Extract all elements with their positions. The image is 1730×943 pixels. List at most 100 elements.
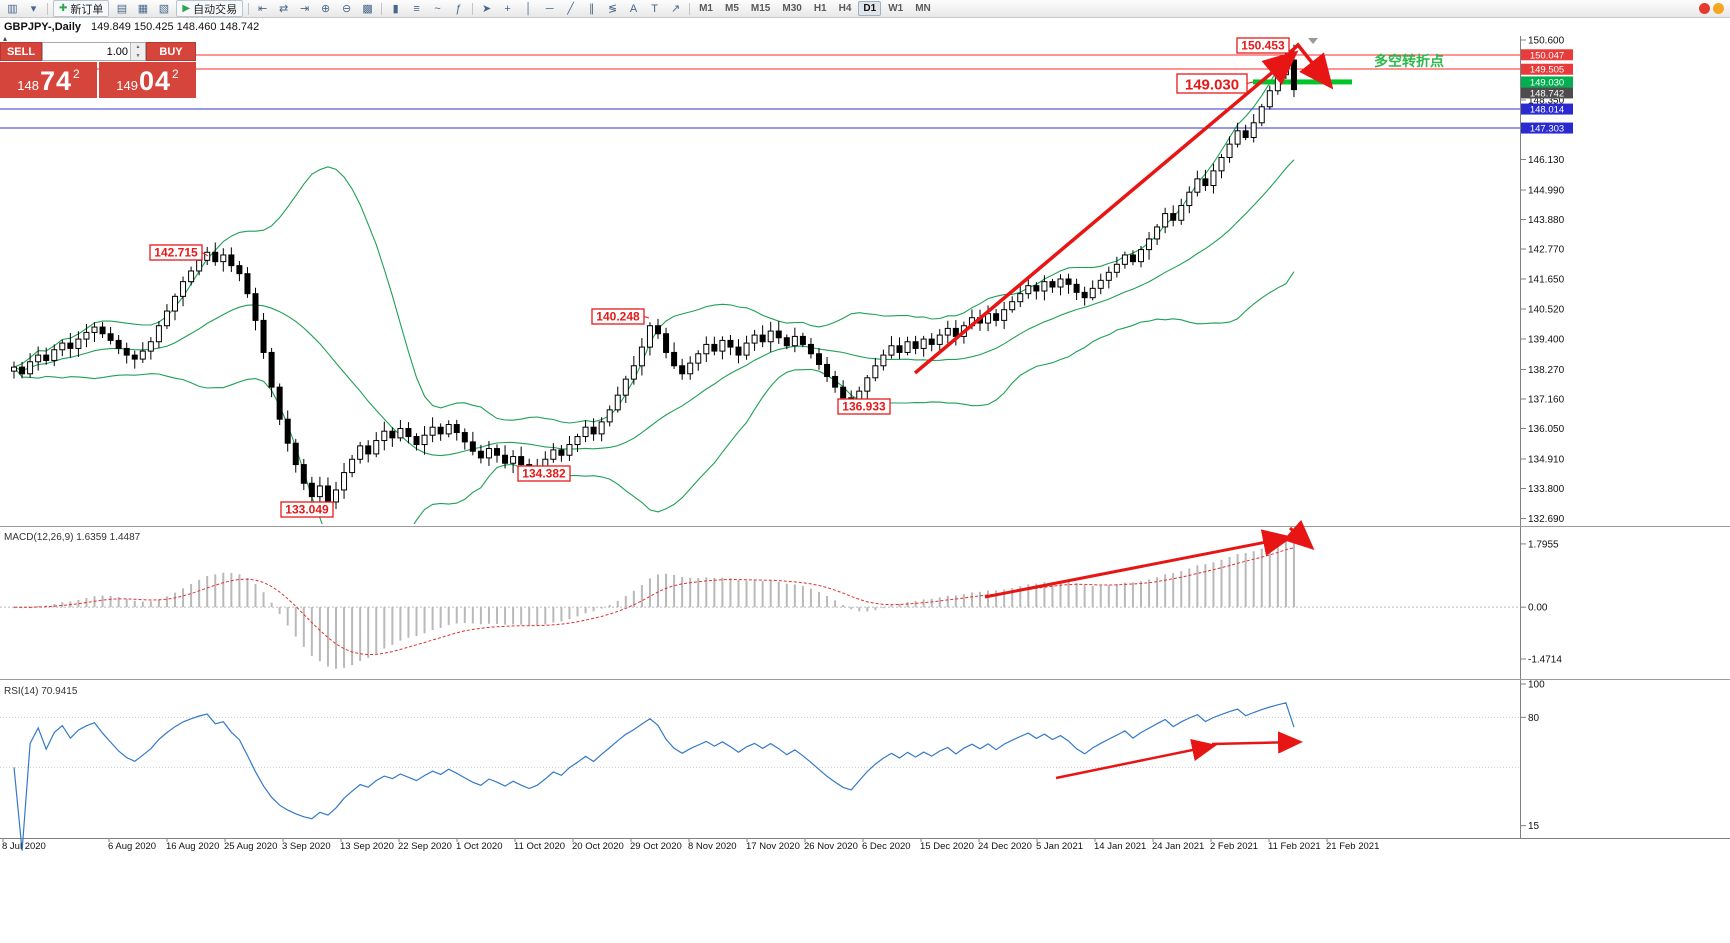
timeframe-m1[interactable]: M1 xyxy=(699,3,713,14)
rsi-trend-arrow[interactable] xyxy=(1055,738,1217,780)
bollinger-bands xyxy=(13,47,1295,524)
price-annotation[interactable]: 142.715 xyxy=(149,244,209,261)
macd-break-arrow[interactable] xyxy=(1283,519,1315,551)
sell-button[interactable]: SELL xyxy=(0,42,42,61)
bar-chart-icon[interactable]: ≡ xyxy=(413,2,420,15)
timeframe-h4[interactable]: H4 xyxy=(838,3,852,14)
vertical-line-icon[interactable]: │ xyxy=(525,2,533,15)
price-annotation[interactable]: 134.382 xyxy=(517,465,571,482)
price-axis[interactable]: 150.600 148.350 146.130 144.990 143.880 142.7… xyxy=(1520,36,1574,833)
svg-text:134.382: 134.382 xyxy=(522,467,566,481)
main-toolbar: ▥ ▾ ✚ 新订单 ▤ ▦ ▧ ▶ 自动交易 ⇤ ⇄ ⇥ ⊕ ⊖ ▩ ▮ ≡ ~ ƒ ➤ + │ ─ ╱ ∥ ≶ A T ↗ M1 M5 M… xyxy=(0,0,1730,18)
horizontal-line-icon[interactable]: ─ xyxy=(545,2,554,15)
price-annotation[interactable]: 149.030 xyxy=(1176,73,1254,94)
macd-trend-arrow[interactable] xyxy=(984,529,1293,599)
chart-shift-marker[interactable] xyxy=(1308,38,1318,44)
sell-price-sup: 2 xyxy=(73,67,80,81)
text-label-icon[interactable]: T xyxy=(651,2,658,15)
text-icon[interactable]: A xyxy=(629,2,638,15)
buy-price-display[interactable]: 149 04 2 xyxy=(99,62,196,98)
svg-text:24 Dec 2020: 24 Dec 2020 xyxy=(978,841,1032,852)
notification-icon-orange[interactable] xyxy=(1713,3,1724,14)
price-annotation[interactable]: 150.453 xyxy=(1236,37,1290,54)
zoom-out-icon[interactable]: ⊖ xyxy=(341,3,352,15)
rsi-line xyxy=(13,702,1295,851)
zoom-in-icon[interactable]: ⊕ xyxy=(320,3,331,15)
bollinger-middle-band xyxy=(13,159,1295,457)
volume-up-icon[interactable]: ▲ xyxy=(131,43,145,52)
line-chart-icon[interactable]: ~ xyxy=(434,2,441,15)
new-chart-icon[interactable]: ▥ xyxy=(7,3,18,15)
sell-price-display[interactable]: 148 74 2 xyxy=(0,62,97,98)
autotrading-button[interactable]: ▶ 自动交易 xyxy=(176,0,244,17)
autotrading-button-label: 自动交易 xyxy=(193,3,238,16)
svg-text:6 Aug 2020: 6 Aug 2020 xyxy=(108,841,156,852)
svg-text:148.742: 148.742 xyxy=(1530,88,1564,99)
symbol-name: GBPJPY-,Daily xyxy=(4,21,82,33)
timeframe-m15[interactable]: M15 xyxy=(750,3,771,14)
new-order-icon: ✚ xyxy=(59,3,68,14)
data-window-icon[interactable]: ▦ xyxy=(137,3,149,15)
crosshair-icon[interactable]: + xyxy=(504,2,511,15)
timeframe-mn[interactable]: MN xyxy=(915,3,931,14)
navigator-icon[interactable]: ▧ xyxy=(158,3,170,15)
sell-price-big: 74 xyxy=(39,66,73,96)
svg-text:20 Oct 2020: 20 Oct 2020 xyxy=(572,841,624,852)
arrow-object-icon[interactable]: ↗ xyxy=(670,3,681,15)
timeframe-w1[interactable]: W1 xyxy=(888,3,904,14)
trendline-icon[interactable]: ╱ xyxy=(567,3,574,15)
date-axis[interactable]: 8 Jul 2020 6 Aug 2020 16 Aug 2020 25 Aug 20… xyxy=(2,838,1379,853)
svg-text:15: 15 xyxy=(1528,821,1540,832)
timeframe-h1[interactable]: H1 xyxy=(813,3,827,14)
rsi-flat-arrow[interactable] xyxy=(1211,731,1303,754)
timeframe-d1[interactable]: D1 xyxy=(858,1,882,16)
svg-text:140.520: 140.520 xyxy=(1528,305,1565,316)
auto-scroll-icon[interactable]: ⇄ xyxy=(278,3,289,15)
price-annotation[interactable]: 133.049 xyxy=(280,501,334,518)
price-annotation[interactable]: 140.248 xyxy=(591,308,650,325)
support-line-thick xyxy=(1253,79,1352,85)
price-annotation[interactable]: 136.933 xyxy=(837,398,891,415)
svg-text:13 Sep 2020: 13 Sep 2020 xyxy=(340,841,394,852)
timeframe-m5[interactable]: M5 xyxy=(725,3,739,14)
panel-collapse-icon[interactable]: ▴ xyxy=(3,34,8,43)
notification-icon-red[interactable] xyxy=(1699,3,1710,14)
candles xyxy=(11,43,1297,509)
market-watch-icon[interactable]: ▤ xyxy=(116,3,128,15)
cursor-icon[interactable]: ➤ xyxy=(481,3,492,15)
svg-text:8 Nov 2020: 8 Nov 2020 xyxy=(688,841,737,852)
new-order-button[interactable]: ✚ 新订单 xyxy=(53,0,110,17)
svg-text:5 Jan 2021: 5 Jan 2021 xyxy=(1036,841,1083,852)
reversal-arrow[interactable] xyxy=(1276,42,1334,90)
volume-input[interactable] xyxy=(43,43,130,60)
chart-shift-icon[interactable]: ⇥ xyxy=(299,3,310,15)
turning-point-note[interactable]: 多空转折点 xyxy=(1374,53,1444,69)
fibonacci-icon[interactable]: ≶ xyxy=(607,3,618,15)
timeframe-m30[interactable]: M30 xyxy=(782,3,802,14)
svg-text:1.7955: 1.7955 xyxy=(1528,539,1559,550)
candlestick-chart-icon[interactable]: ▮ xyxy=(392,3,399,15)
svg-text:6 Dec 2020: 6 Dec 2020 xyxy=(862,841,911,852)
tile-windows-icon[interactable]: ▩ xyxy=(362,3,373,15)
buy-button[interactable]: BUY xyxy=(146,42,196,61)
svg-text:22 Sep 2020: 22 Sep 2020 xyxy=(398,841,452,852)
bollinger-upper-band xyxy=(13,47,1295,424)
svg-text:134.910: 134.910 xyxy=(1528,454,1565,465)
equidistant-channel-icon[interactable]: ∥ xyxy=(588,3,595,15)
price-axis-badge: 149.030 xyxy=(1521,76,1573,88)
svg-text:149.505: 149.505 xyxy=(1530,65,1564,76)
svg-text:133.800: 133.800 xyxy=(1528,484,1565,495)
indicators-icon[interactable]: ƒ xyxy=(455,2,462,15)
scale-left-icon[interactable]: ⇤ xyxy=(257,3,268,15)
profiles-icon[interactable]: ▾ xyxy=(30,3,37,15)
svg-text:80: 80 xyxy=(1528,713,1540,724)
svg-text:0.00: 0.00 xyxy=(1528,603,1548,614)
svg-text:14 Jan 2021: 14 Jan 2021 xyxy=(1094,841,1146,852)
volume-down-icon[interactable]: ▼ xyxy=(131,51,145,60)
svg-text:21 Feb 2021: 21 Feb 2021 xyxy=(1326,841,1379,852)
ohlc-readout: 149.849 150.425 148.460 148.742 xyxy=(91,21,260,33)
svg-text:139.400: 139.400 xyxy=(1528,335,1565,346)
uptrend-arrow[interactable] xyxy=(913,50,1299,375)
price-axis-badge: 150.047 xyxy=(1521,49,1573,61)
